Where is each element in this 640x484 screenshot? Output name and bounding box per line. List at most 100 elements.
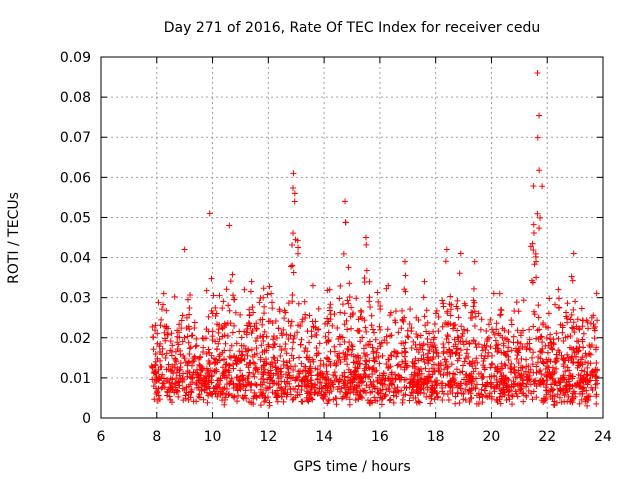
data-point (352, 364, 359, 371)
data-point (234, 374, 241, 381)
data-point (533, 274, 540, 281)
data-point (413, 383, 420, 390)
data-point (357, 376, 364, 383)
data-point (369, 344, 376, 351)
data-point (434, 394, 441, 401)
data-point (150, 334, 157, 341)
data-point (282, 345, 289, 352)
data-point (437, 371, 444, 378)
data-point (250, 359, 257, 366)
data-point (427, 400, 434, 407)
data-point (325, 329, 332, 336)
data-point (173, 375, 180, 382)
data-point (444, 310, 451, 317)
data-point (287, 363, 294, 370)
data-point (162, 355, 169, 362)
data-point (405, 334, 412, 341)
data-point (291, 333, 298, 340)
data-point (586, 342, 593, 349)
data-point (184, 333, 191, 340)
data-point (212, 368, 219, 375)
data-point (422, 365, 429, 372)
data-point (225, 302, 232, 309)
data-point (274, 392, 281, 399)
data-point (379, 386, 386, 393)
data-point (518, 385, 525, 392)
data-point (594, 367, 601, 374)
data-point (316, 340, 323, 347)
data-point (216, 336, 223, 343)
data-point (259, 390, 266, 397)
data-point (454, 327, 461, 334)
data-point (370, 355, 377, 362)
data-point (584, 371, 591, 378)
data-point (261, 398, 268, 405)
data-point (537, 367, 544, 374)
data-point (552, 301, 559, 308)
data-point (537, 214, 544, 221)
data-point (215, 340, 222, 347)
data-point (266, 402, 273, 409)
data-point (417, 389, 424, 396)
data-point (220, 298, 227, 305)
data-point (345, 300, 352, 307)
data-point (174, 366, 181, 373)
data-point (502, 362, 509, 369)
data-point (501, 350, 508, 357)
data-point (535, 302, 542, 309)
data-point (368, 312, 375, 319)
data-point (503, 386, 510, 393)
data-point (341, 310, 348, 317)
data-point (427, 339, 434, 346)
data-point (283, 359, 290, 366)
data-point (225, 367, 232, 374)
data-point (351, 368, 358, 375)
data-point (523, 383, 530, 390)
data-point (281, 315, 288, 322)
data-point (150, 346, 157, 353)
spike-point (181, 246, 188, 253)
spike-point (226, 222, 233, 229)
data-point (366, 298, 373, 305)
data-point (388, 352, 395, 359)
data-point (289, 396, 296, 403)
data-point (524, 373, 531, 380)
data-point (251, 373, 258, 380)
data-point (447, 306, 454, 313)
data-point (499, 365, 506, 372)
y-tick-label: 0.02 (60, 331, 91, 347)
data-point (433, 307, 440, 314)
data-point (388, 332, 395, 339)
data-point (479, 399, 486, 406)
data-point (499, 325, 506, 332)
data-point (584, 396, 591, 403)
x-tick-label: 12 (259, 429, 277, 445)
data-point (592, 384, 599, 391)
data-point (553, 357, 560, 364)
data-point (298, 336, 305, 343)
data-point (535, 314, 542, 321)
data-point (348, 325, 355, 332)
data-point (274, 398, 281, 405)
data-point (564, 300, 571, 307)
data-point (375, 298, 382, 305)
data-point (189, 374, 196, 381)
data-point (156, 396, 163, 403)
data-point (376, 323, 383, 330)
data-point (439, 323, 446, 330)
data-point (533, 394, 540, 401)
data-point (424, 335, 431, 342)
data-point (440, 390, 447, 397)
data-point (363, 267, 370, 274)
data-point (195, 393, 202, 400)
data-point (555, 347, 562, 354)
data-point (470, 285, 477, 292)
data-point (475, 341, 482, 348)
data-point (288, 318, 295, 325)
data-point (445, 382, 452, 389)
data-point (234, 398, 241, 405)
data-point (166, 393, 173, 400)
data-point (208, 373, 215, 380)
data-point (464, 327, 471, 334)
data-point (363, 328, 370, 335)
